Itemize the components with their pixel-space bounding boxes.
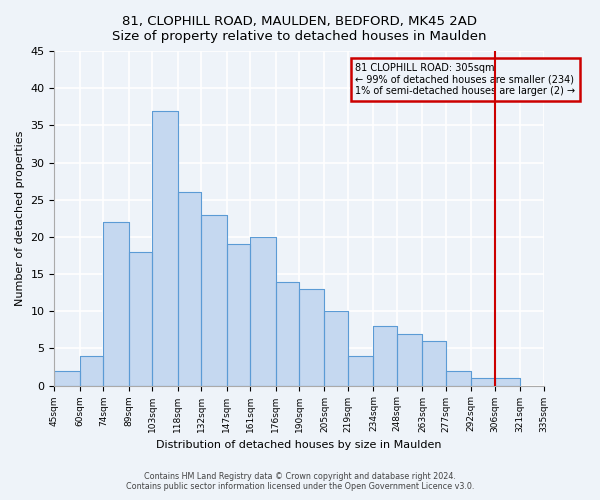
Text: Contains HM Land Registry data © Crown copyright and database right 2024.
Contai: Contains HM Land Registry data © Crown c… <box>126 472 474 491</box>
X-axis label: Distribution of detached houses by size in Maulden: Distribution of detached houses by size … <box>157 440 442 450</box>
Y-axis label: Number of detached properties: Number of detached properties <box>15 130 25 306</box>
Text: 81 CLOPHILL ROAD: 305sqm
← 99% of detached houses are smaller (234)
1% of semi-d: 81 CLOPHILL ROAD: 305sqm ← 99% of detach… <box>355 63 575 96</box>
Title: 81, CLOPHILL ROAD, MAULDEN, BEDFORD, MK45 2AD
Size of property relative to detac: 81, CLOPHILL ROAD, MAULDEN, BEDFORD, MK4… <box>112 15 487 43</box>
